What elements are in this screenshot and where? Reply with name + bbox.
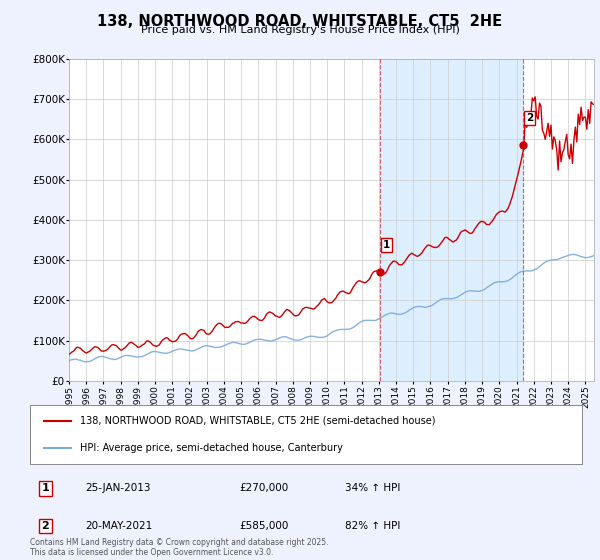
Text: Contains HM Land Registry data © Crown copyright and database right 2025.
This d: Contains HM Land Registry data © Crown c… xyxy=(30,538,329,557)
Text: 138, NORTHWOOD ROAD, WHITSTABLE, CT5  2HE: 138, NORTHWOOD ROAD, WHITSTABLE, CT5 2HE xyxy=(97,14,503,29)
Text: 1: 1 xyxy=(41,483,49,493)
Text: Price paid vs. HM Land Registry's House Price Index (HPI): Price paid vs. HM Land Registry's House … xyxy=(140,25,460,35)
Text: HPI: Average price, semi-detached house, Canterbury: HPI: Average price, semi-detached house,… xyxy=(80,443,343,453)
Text: 138, NORTHWOOD ROAD, WHITSTABLE, CT5 2HE (semi-detached house): 138, NORTHWOOD ROAD, WHITSTABLE, CT5 2HE… xyxy=(80,416,435,426)
Bar xyxy=(380,59,523,381)
Text: £585,000: £585,000 xyxy=(240,521,289,531)
Text: 20-MAY-2021: 20-MAY-2021 xyxy=(85,521,152,531)
Text: 34% ↑ HPI: 34% ↑ HPI xyxy=(344,483,400,493)
Text: 25-JAN-2013: 25-JAN-2013 xyxy=(85,483,151,493)
Text: 82% ↑ HPI: 82% ↑ HPI xyxy=(344,521,400,531)
Text: 2: 2 xyxy=(41,521,49,531)
Text: £270,000: £270,000 xyxy=(240,483,289,493)
Text: 2: 2 xyxy=(526,113,533,123)
Text: 1: 1 xyxy=(383,240,390,250)
